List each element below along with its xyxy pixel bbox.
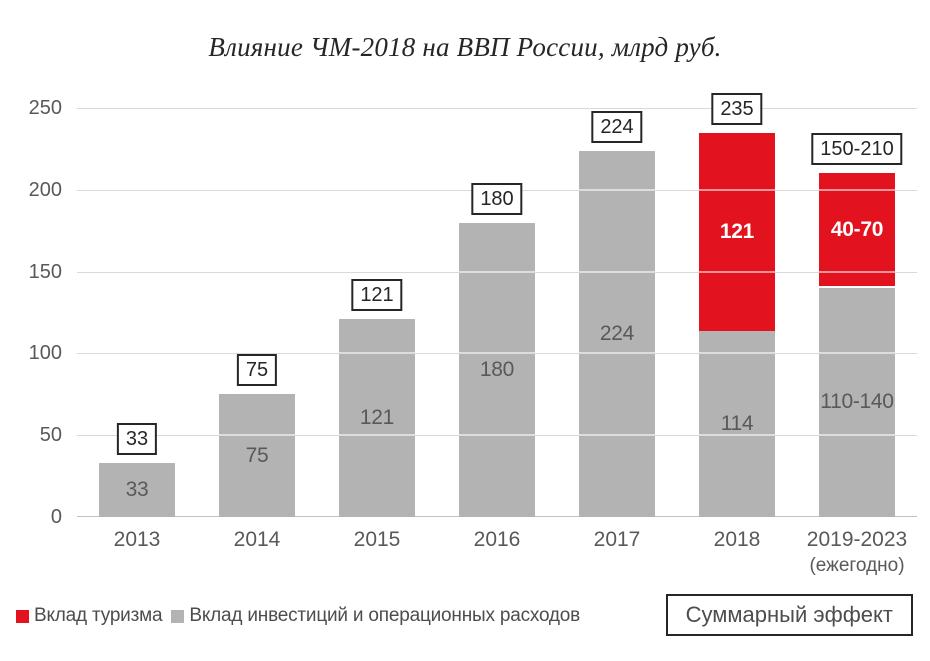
total-label-box-2015: 121 — [351, 279, 403, 312]
bar-segment-tourism: 121 — [699, 132, 775, 331]
total-label-box-2016: 180 — [471, 182, 523, 215]
bar-slot-2013: 33 33 — [77, 108, 197, 517]
gridline-overlay-200 — [699, 188, 775, 191]
tourism-swatch-icon — [16, 609, 29, 623]
x-tick-label-2013: 2013 — [77, 526, 197, 578]
bar-2016: 180 — [459, 222, 535, 517]
bar-2018: 114 121 — [699, 132, 775, 517]
legend-item-tourism: Вклад туризма — [16, 605, 163, 627]
bar-segment-investments: 224 — [579, 150, 655, 517]
bar-slot-2017: 224 224 — [557, 108, 677, 517]
y-tick-label-150: 150 — [28, 260, 62, 283]
legend: Вклад туризма Вклад инвестиций и операци… — [0, 593, 930, 639]
bar-segment-investments: 180 — [459, 222, 535, 517]
gridline-overlay-50 — [819, 434, 895, 437]
bar-2017: 224 — [579, 150, 655, 517]
gridline-overlay-150 — [699, 270, 775, 273]
legend-item-investments: Вклад инвестиций и операционных расходов — [171, 605, 580, 627]
y-tick-label-250: 250 — [28, 97, 62, 119]
y-tick-label-100: 100 — [28, 342, 62, 365]
x-tick-label-2016: 2016 — [437, 526, 557, 578]
bar-2014: 75 — [219, 394, 295, 517]
gridline-overlay-150 — [819, 270, 895, 273]
total-label-box-2019-2023: 150-210 — [811, 133, 903, 166]
x-tick-main: 2014 — [233, 528, 281, 551]
total-label-box-2018: 235 — [711, 92, 763, 125]
x-tick-sublabel: (ежегодно) — [809, 555, 905, 576]
bar-segment-tourism: 40-70 — [819, 173, 895, 288]
x-tick-label-2017: 2017 — [557, 526, 677, 578]
bar-segment-investments: 33 — [99, 463, 175, 517]
gridline-overlay-50 — [339, 434, 415, 437]
gridline-overlay-150 — [459, 270, 535, 273]
gridline-overlay-100 — [699, 352, 775, 355]
x-axis: 2013 2014 2015 2016 2017 2018 2019-2023 (ежегод… — [77, 526, 917, 578]
gridline-overlay-100 — [339, 352, 415, 355]
gridline-overlay-200 — [579, 188, 655, 191]
x-tick-main: 2017 — [593, 528, 641, 551]
bar-2015: 121 — [339, 319, 415, 517]
investments-swatch-icon — [171, 609, 185, 623]
x-tick-main: 2019-2023 — [806, 528, 908, 551]
x-tick-label-2015: 2015 — [317, 526, 437, 578]
gridline-overlay-100 — [459, 352, 535, 355]
bar-slot-2015: 121 121 — [317, 108, 437, 517]
gridline-overlay-50 — [699, 434, 775, 437]
total-label-box-2014: 75 — [236, 354, 278, 387]
bar-slot-2018: 114 121 235 — [677, 92, 797, 517]
bar-segment-investments: 110-140 — [819, 287, 895, 517]
gridline-250 — [77, 108, 917, 109]
total-label-box-2017: 224 — [591, 110, 643, 143]
bar-segment-investments: 121 — [339, 319, 415, 517]
bar-slot-2016: 180 180 — [437, 108, 557, 517]
legend-tourism-label: Вклад туризма — [34, 605, 163, 626]
x-tick-label-2019-2023: 2019-2023 (ежегодно) — [797, 526, 917, 578]
x-tick-main: 2018 — [713, 528, 761, 551]
y-tick-label-200: 200 — [28, 178, 62, 201]
gridline-overlay-100 — [579, 352, 655, 355]
legend-total-box: Суммарный эффект — [665, 594, 913, 636]
y-axis: 0 50 100 150 200 250 — [0, 0, 70, 661]
chart-title: Влияние ЧМ-2018 на ВВП России, млрд руб. — [208, 32, 722, 62]
bar-slot-2014: 75 75 — [197, 108, 317, 517]
gridline-overlay-100 — [819, 352, 895, 355]
x-tick-label-2014: 2014 — [197, 526, 317, 578]
gridline-overlay-50 — [219, 434, 295, 437]
total-label-box-2013: 33 — [116, 423, 158, 456]
bar-2013: 33 — [99, 463, 175, 517]
x-tick-main: 2013 — [113, 528, 161, 551]
legend-items: Вклад туризма Вклад инвестиций и операци… — [16, 593, 580, 639]
bar-2019-2023: 110-140 40-70 — [819, 173, 895, 517]
bar-segment-investments: 114 — [699, 330, 775, 517]
y-tick-label-50: 50 — [39, 424, 62, 447]
gridline-overlay-150 — [579, 270, 655, 273]
bar-segment-investments: 75 — [219, 394, 295, 517]
x-tick-main: 2015 — [353, 528, 401, 551]
y-tick-label-0: 0 — [50, 506, 62, 528]
x-tick-main: 2016 — [473, 528, 521, 551]
plot-area: 33 33 75 75 121 121 180 180 224 224 114 121 235 110-1… — [77, 92, 917, 517]
x-tick-label-2018: 2018 — [677, 526, 797, 578]
gridline-overlay-50 — [459, 434, 535, 437]
bar-slot-2019-2023: 110-140 40-70 150-210 — [797, 108, 917, 517]
gridline-overlay-50 — [579, 434, 655, 437]
gridline-overlay-200 — [819, 188, 895, 191]
legend-investments-label: Вклад инвестиций и операционных расходов — [189, 605, 581, 626]
